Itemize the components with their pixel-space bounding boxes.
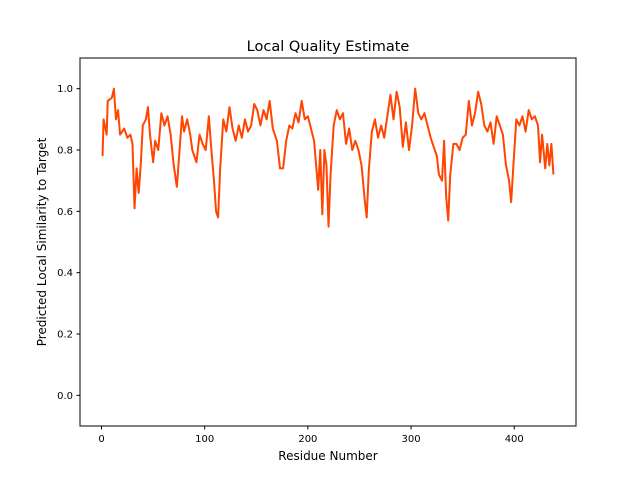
x-axis-label: Residue Number <box>278 449 377 463</box>
y-tick-label: 0.2 <box>57 330 73 341</box>
x-tick-label: 100 <box>195 434 214 445</box>
y-tick-label: 1.0 <box>57 84 73 95</box>
y-tick-label: 0.6 <box>57 207 73 218</box>
y-tick-label: 0.8 <box>57 146 73 157</box>
y-tick-label: 0.0 <box>57 391 73 402</box>
plot-area: 0 100 200 300 400 0.0 0.2 0.4 0.6 0.8 1.0 <box>57 84 555 445</box>
x-tick-label: 400 <box>505 434 524 445</box>
x-tick-label: 0 <box>98 434 104 445</box>
y-tick-label: 0.4 <box>57 268 73 279</box>
data-line <box>101 87 555 228</box>
y-axis-label: Predicted Local Similarity to Target <box>35 137 49 346</box>
x-tick-label: 300 <box>402 434 421 445</box>
axes-frame <box>79 57 577 427</box>
x-tick-label: 200 <box>298 434 317 445</box>
chart-title: Local Quality Estimate <box>247 39 410 55</box>
